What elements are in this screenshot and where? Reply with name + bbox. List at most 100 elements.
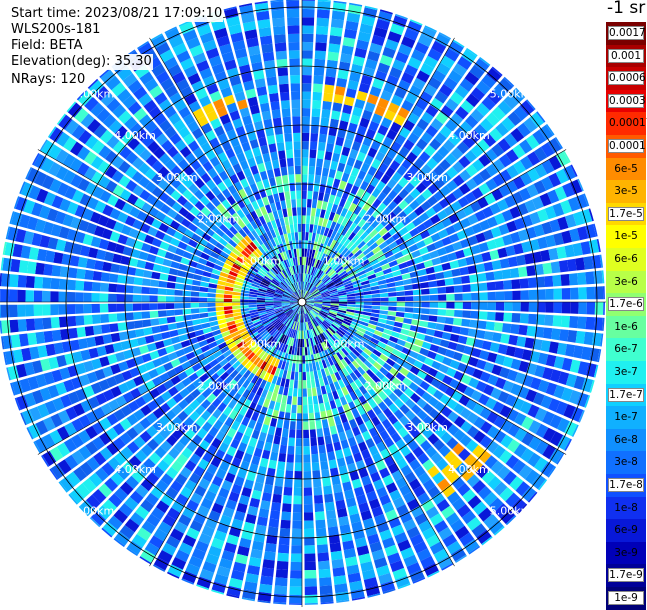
range-gate-cell (495, 291, 505, 301)
range-gate-cell (35, 373, 47, 388)
range-gate-cell (483, 261, 494, 272)
range-gate-cell (260, 500, 271, 510)
range-gate-cell (371, 34, 385, 46)
range-gate-cell (321, 307, 330, 311)
range-gate-cell (50, 463, 65, 480)
range-gate-cell (201, 525, 215, 538)
range-gate-cell (93, 124, 108, 139)
range-gate-cell (370, 285, 380, 291)
range-gate-cell (212, 329, 222, 336)
range-gate-cell (104, 251, 115, 262)
range-gate-cell (77, 256, 88, 268)
range-gate-cell (348, 231, 356, 241)
range-gate-cell (26, 167, 40, 183)
range-gate-cell (186, 441, 198, 453)
range-gate-cell (536, 276, 546, 288)
range-gate-cell (100, 403, 113, 416)
range-gate-cell (195, 368, 206, 378)
range-gate-cell (206, 393, 217, 404)
range-gate-cell (367, 194, 377, 205)
range-gate-cell (200, 122, 213, 134)
range-gate-cell (382, 231, 392, 241)
range-gate-cell (303, 290, 307, 299)
range-gate-cell (347, 296, 356, 300)
range-gate-cell (425, 104, 439, 118)
range-gate-cell (278, 385, 284, 395)
range-gate-cell (138, 251, 149, 261)
range-gate-cell (341, 227, 349, 236)
range-gate-cell (349, 418, 358, 429)
range-gate-cell (174, 213, 185, 224)
range-gate-cell (296, 330, 299, 339)
range-gate-cell (468, 377, 480, 389)
range-gate-cell (174, 247, 185, 257)
range-gate-cell (107, 515, 123, 530)
range-gate-cell (383, 328, 393, 336)
range-gate-cell (96, 108, 111, 123)
range-gate-cell (493, 270, 503, 280)
range-gate-cell (313, 305, 322, 310)
range-gate-cell (117, 211, 129, 224)
range-gate-cell (373, 361, 383, 371)
range-gate-cell (226, 534, 239, 546)
range-gate-cell (404, 421, 416, 433)
range-gate-cell (249, 252, 258, 261)
range-gate-cell (278, 272, 285, 280)
range-gate-cell (327, 134, 336, 145)
range-gate-cell (374, 223, 385, 233)
range-gate-cell (322, 296, 331, 299)
range-gate-cell (337, 234, 344, 243)
range-gate-cell (315, 316, 323, 324)
range-gate-cell (262, 264, 270, 272)
range-gate-cell (283, 353, 289, 362)
range-gate-cell (390, 23, 405, 36)
range-gate-cell (436, 499, 450, 512)
range-gate-cell (345, 313, 354, 319)
range-gate-cell (241, 250, 250, 258)
range-gate-cell (279, 403, 286, 412)
range-gate-cell (388, 241, 398, 250)
range-gate-cell (213, 350, 223, 359)
range-gate-cell (459, 266, 469, 276)
range-gate-cell (506, 220, 518, 233)
range-gate-cell (253, 190, 262, 201)
range-gate-cell (395, 311, 405, 318)
range-gate-cell (91, 303, 100, 313)
range-gate-cell (259, 457, 269, 468)
range-gate-cell (256, 338, 265, 346)
range-gate-cell (258, 215, 266, 225)
range-gate-cell (247, 352, 256, 361)
range-gate-cell (124, 116, 138, 130)
range-gate-cell (560, 274, 570, 286)
range-gate-cell (147, 140, 160, 154)
range-gate-cell (557, 435, 571, 451)
range-gate-cell (188, 372, 199, 382)
range-gate-cell (218, 381, 228, 391)
range-gate-cell (358, 82, 371, 94)
range-gate-cell (198, 95, 212, 108)
colorbar-swatch (606, 519, 646, 543)
range-gate-cell (302, 265, 304, 274)
range-gate-cell (75, 304, 84, 314)
range-gate-cell (458, 183, 471, 195)
range-gate-cell (357, 240, 366, 249)
range-gate-cell (180, 486, 193, 499)
range-gate-cell (314, 216, 320, 226)
colorbar-swatch (606, 428, 646, 452)
range-gate-cell (293, 248, 297, 258)
range-gate-cell (322, 167, 330, 177)
range-gate-cell (525, 469, 540, 485)
range-gate-cell (297, 314, 301, 323)
range-gate-cell (183, 405, 194, 416)
range-gate-cell (235, 277, 245, 283)
range-gate-cell (350, 257, 359, 266)
range-gate-cell (153, 333, 163, 342)
range-gate-cell (306, 273, 310, 283)
range-gate-cell (437, 346, 448, 356)
range-gate-cell (459, 78, 474, 92)
range-gate-cell (497, 344, 508, 355)
range-gate-cell (314, 494, 324, 504)
range-gate-cell (570, 407, 584, 422)
range-gate-cell (347, 572, 362, 583)
